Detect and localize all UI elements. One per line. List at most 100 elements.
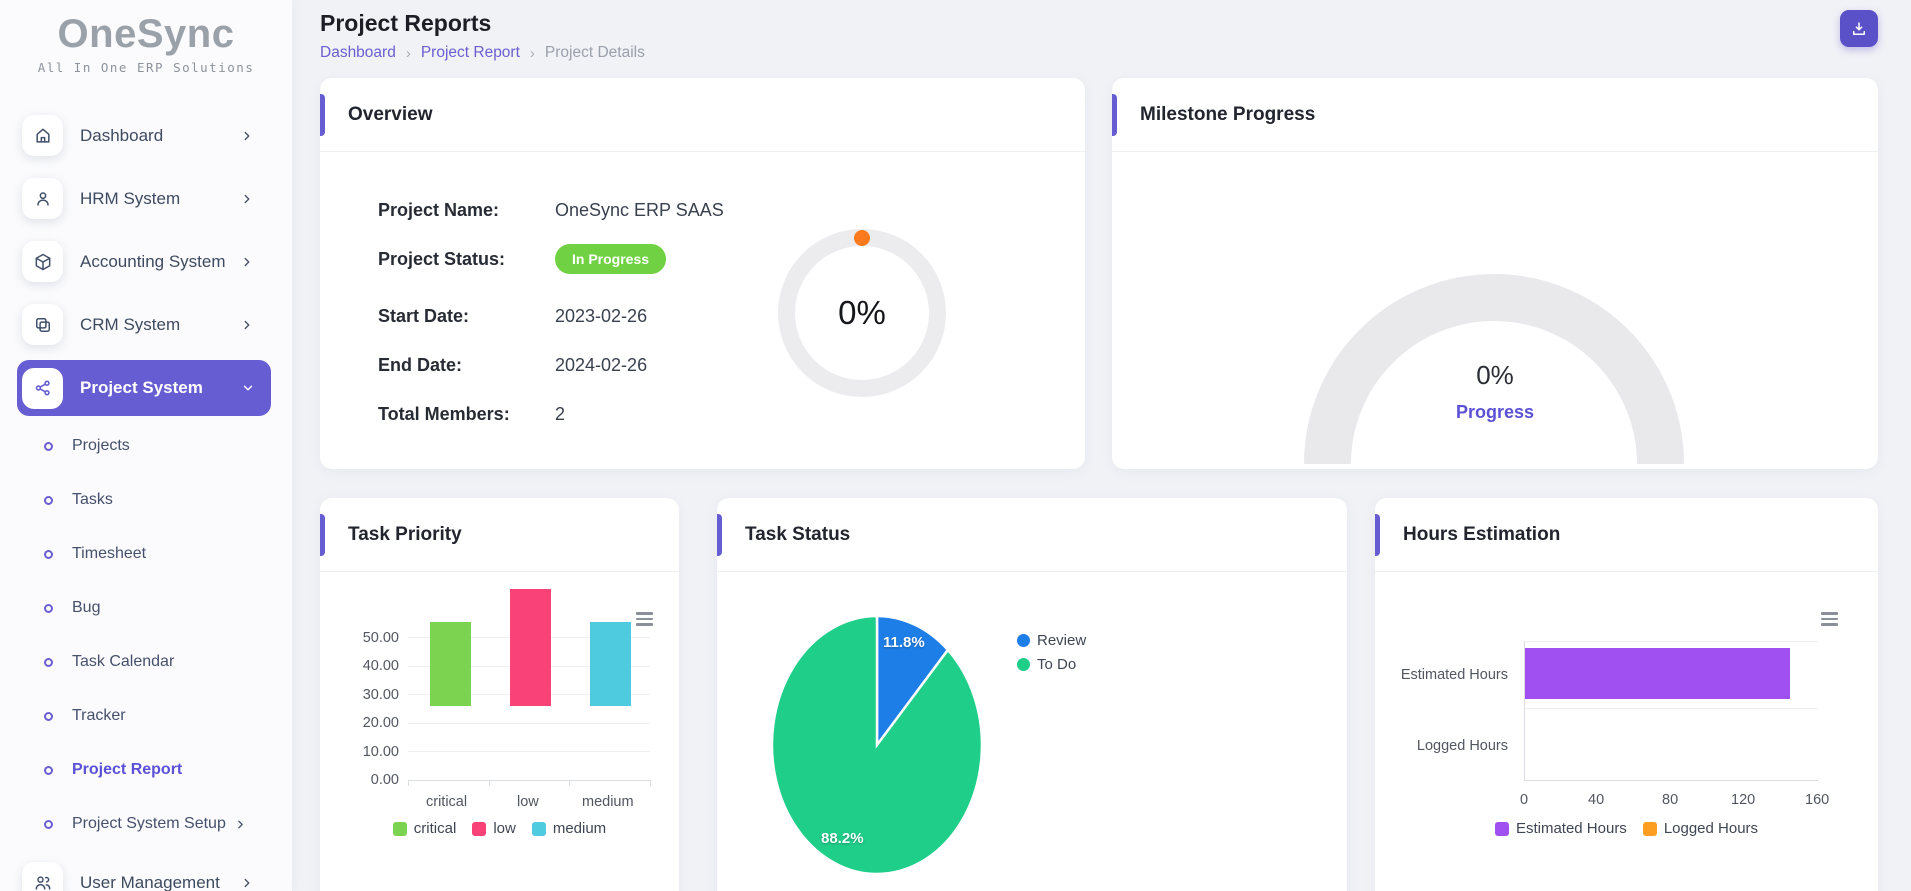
legend-swatch bbox=[392, 821, 407, 836]
hours-estimation-chart: Estimated Hours Logged Hours 0 40 80 120… bbox=[1375, 572, 1878, 891]
breadcrumb-separator: › bbox=[405, 44, 411, 62]
field-label: Start Date: bbox=[378, 305, 470, 326]
legend-medium[interactable]: medium bbox=[531, 820, 606, 837]
sidebar-subitem-tracker[interactable]: Tracker bbox=[0, 689, 292, 743]
share-icon bbox=[22, 367, 63, 409]
sidebar-subitem-task-calendar[interactable]: Task Calendar bbox=[0, 635, 292, 689]
field-value: 2 bbox=[555, 403, 566, 424]
home-icon bbox=[22, 115, 63, 156]
legend-swatch bbox=[472, 821, 487, 836]
overview-card-title: Overview bbox=[348, 103, 433, 125]
sidebar-item-label: Accounting System bbox=[80, 251, 226, 271]
pie-chart bbox=[770, 614, 984, 876]
x-tick: 0 bbox=[1520, 792, 1529, 808]
sidebar-subitem-project-report[interactable]: Project Report bbox=[0, 743, 292, 797]
x-category: critical bbox=[426, 794, 468, 810]
milestone-percent: 0% bbox=[1476, 360, 1514, 390]
chevron-right-icon bbox=[240, 876, 254, 890]
milestone-progress-card: Milestone Progress 0% Progress bbox=[1112, 78, 1878, 469]
legend-critical[interactable]: critical bbox=[392, 820, 457, 837]
legend-label: Estimated Hours bbox=[1515, 820, 1627, 837]
chevron-right-icon bbox=[240, 318, 254, 332]
x-category: medium bbox=[582, 794, 634, 810]
y-tick: 10.00 bbox=[362, 744, 399, 760]
sidebar-item-dashboard[interactable]: Dashboard bbox=[0, 104, 292, 167]
chevron-right-icon bbox=[240, 192, 254, 206]
legend-todo[interactable]: To Do bbox=[1017, 656, 1086, 673]
page-title: Project Reports bbox=[320, 10, 492, 36]
subitem-label: Project System Setup bbox=[72, 815, 226, 832]
sidebar-subitem-timesheet[interactable]: Timesheet bbox=[0, 527, 292, 581]
sidebar-subitem-projects[interactable]: Projects bbox=[0, 419, 292, 473]
legend-label: Review bbox=[1037, 632, 1087, 649]
legend-label: critical bbox=[413, 820, 457, 837]
field-value: 2023-02-26 bbox=[555, 305, 648, 326]
bullet-icon bbox=[44, 765, 53, 775]
sidebar-subitem-project-system-setup[interactable]: Project System Setup bbox=[0, 797, 292, 851]
cube-icon bbox=[22, 241, 63, 282]
bar-medium bbox=[590, 622, 631, 706]
legend-label: Logged Hours bbox=[1663, 820, 1759, 837]
breadcrumb-separator: › bbox=[529, 44, 535, 62]
legend-logged-hours[interactable]: Logged Hours bbox=[1642, 820, 1759, 837]
milestone-card-title: Milestone Progress bbox=[1140, 103, 1316, 125]
bullet-icon bbox=[44, 603, 53, 613]
legend-label: low bbox=[493, 820, 516, 837]
users-icon bbox=[22, 862, 63, 891]
sidebar: OneSync All In One ERP Solutions Dashboa… bbox=[0, 0, 293, 891]
sidebar-subitem-bug[interactable]: Bug bbox=[0, 581, 292, 635]
sidebar-item-accounting-system[interactable]: Accounting System bbox=[0, 230, 292, 293]
chart-menu-icon[interactable] bbox=[636, 612, 653, 626]
legend-estimated-hours[interactable]: Estimated Hours bbox=[1494, 820, 1627, 837]
breadcrumb-project-report[interactable]: Project Report bbox=[420, 44, 520, 61]
breadcrumb-dashboard[interactable]: Dashboard bbox=[320, 44, 396, 61]
legend-swatch bbox=[1494, 821, 1509, 836]
breadcrumb-current: Project Details bbox=[544, 44, 645, 61]
sidebar-item-project-system[interactable]: Project System bbox=[17, 360, 271, 416]
subitem-label: Bug bbox=[72, 599, 101, 616]
card-accent-bar bbox=[1112, 94, 1117, 136]
milestone-caption: Progress bbox=[1455, 402, 1535, 422]
x-tick: 40 bbox=[1588, 792, 1605, 808]
pie-label-todo: 88.2% bbox=[821, 830, 864, 847]
subitem-label: Tasks bbox=[72, 491, 113, 508]
sidebar-item-hrm-system[interactable]: HRM System bbox=[0, 167, 292, 230]
bullet-icon bbox=[44, 495, 53, 505]
project-progress-donut: 0% bbox=[778, 229, 946, 397]
legend-review[interactable]: Review bbox=[1017, 632, 1086, 649]
sidebar-item-user-management[interactable]: User Management bbox=[0, 851, 292, 891]
brand-tagline: All In One ERP Solutions bbox=[37, 60, 255, 75]
milestone-gauge bbox=[1304, 274, 1684, 465]
brand-logo: OneSync All In One ERP Solutions bbox=[0, 0, 292, 88]
bullet-icon bbox=[44, 657, 53, 667]
download-report-button[interactable] bbox=[1840, 10, 1878, 47]
task-priority-chart: 50.00 40.00 30.00 20.00 10.00 0.00 cri bbox=[320, 572, 679, 891]
y-category: Estimated Hours bbox=[1400, 667, 1508, 683]
subitem-label: Projects bbox=[72, 437, 130, 454]
field-end-date: End Date: 2024-02-26 bbox=[378, 352, 647, 378]
legend-low[interactable]: low bbox=[472, 820, 516, 837]
bullet-icon bbox=[44, 711, 53, 721]
task-status-title: Task Status bbox=[745, 523, 851, 545]
legend-swatch bbox=[1017, 634, 1030, 647]
y-tick: 20.00 bbox=[362, 715, 399, 731]
bullet-icon bbox=[44, 819, 53, 829]
task-status-chart: 11.8% 88.2% Review To Do bbox=[717, 572, 1347, 891]
hours-estimation-title: Hours Estimation bbox=[1403, 523, 1561, 545]
user-icon bbox=[22, 178, 63, 219]
pie-label-review: 11.8% bbox=[883, 634, 925, 651]
sidebar-item-label: HRM System bbox=[80, 188, 181, 208]
x-tick: 160 bbox=[1805, 792, 1830, 808]
chart-menu-icon[interactable] bbox=[1821, 612, 1838, 626]
field-value: OneSync ERP SAAS bbox=[555, 199, 724, 220]
card-accent-bar bbox=[320, 514, 325, 556]
chart-legend: Estimated Hours Logged Hours bbox=[1375, 820, 1878, 837]
sidebar-item-crm-system[interactable]: CRM System bbox=[0, 293, 292, 356]
legend-swatch bbox=[1642, 821, 1657, 836]
x-category: low bbox=[517, 794, 539, 810]
bar-critical bbox=[430, 622, 471, 706]
field-label: Project Status: bbox=[378, 248, 506, 269]
field-value: 2024-02-26 bbox=[555, 354, 648, 375]
subitem-label: Task Calendar bbox=[72, 653, 175, 670]
sidebar-subitem-tasks[interactable]: Tasks bbox=[0, 473, 292, 527]
